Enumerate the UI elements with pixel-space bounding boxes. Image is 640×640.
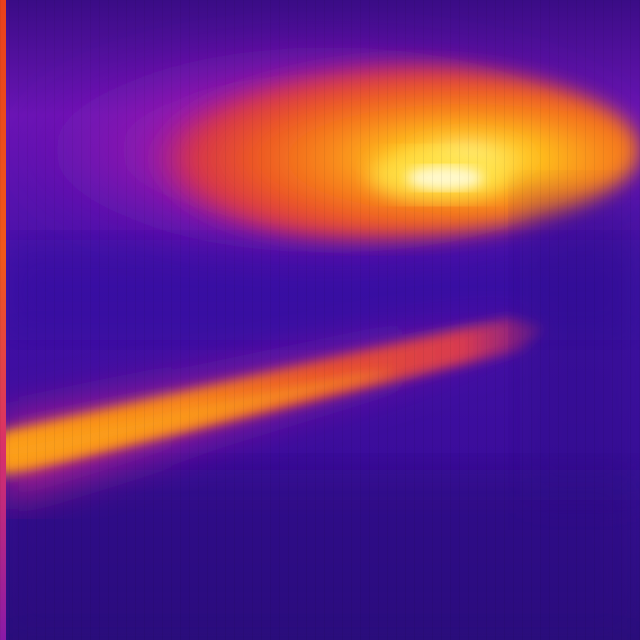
left-edge-strip bbox=[0, 0, 6, 640]
diagonal-warm-band bbox=[0, 310, 560, 500]
upper-hot-region bbox=[100, 62, 640, 238]
